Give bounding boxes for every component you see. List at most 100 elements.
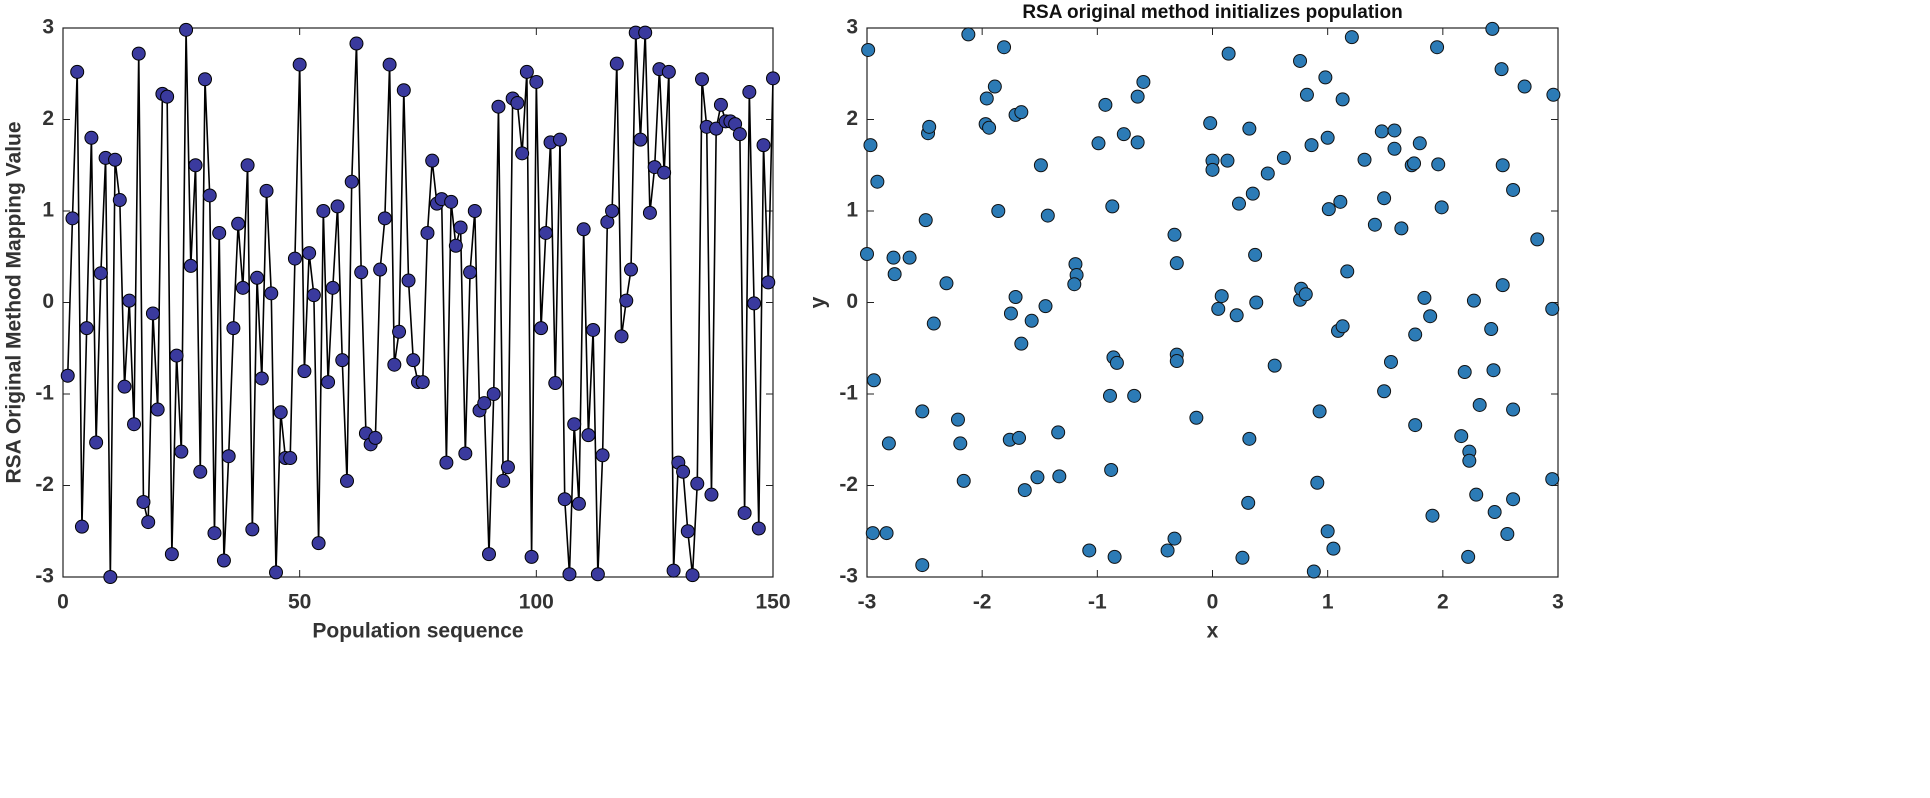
data-point — [1298, 287, 1313, 302]
data-point — [500, 460, 515, 475]
data-point — [439, 455, 454, 470]
data-point — [863, 138, 878, 153]
data-point — [979, 91, 994, 106]
x-tick-label: 100 — [519, 591, 554, 614]
plot-area — [62, 27, 774, 578]
data-point — [496, 473, 511, 488]
y-axis-label: RSA Original Method Mapping Value — [3, 121, 26, 483]
data-point — [65, 211, 80, 226]
data-point — [1167, 227, 1182, 242]
data-point — [1203, 116, 1218, 131]
data-point — [1407, 156, 1422, 171]
data-point — [373, 262, 388, 277]
x-tick-label: 2 — [1437, 591, 1449, 614]
data-point — [396, 83, 411, 98]
data-point — [453, 220, 468, 235]
data-point — [1167, 531, 1182, 546]
data-point — [553, 132, 567, 147]
data-point — [1014, 105, 1029, 120]
data-point — [160, 89, 175, 104]
data-point — [1033, 158, 1048, 173]
data-point — [425, 153, 440, 168]
data-point — [112, 193, 127, 208]
data-point — [231, 216, 246, 231]
y-tick-label: 1 — [42, 199, 54, 222]
data-point — [695, 72, 709, 87]
data-point — [685, 568, 700, 583]
data-point — [751, 521, 766, 536]
data-point — [103, 570, 118, 584]
data-point — [1017, 483, 1032, 498]
data-point — [1014, 336, 1029, 351]
data-point — [1067, 277, 1082, 292]
data-point — [605, 204, 620, 218]
data-point — [732, 127, 747, 142]
data-point — [349, 36, 364, 51]
x-tick-label: 0 — [57, 591, 69, 614]
data-point — [420, 225, 435, 240]
data-point — [548, 376, 563, 391]
data-point — [713, 97, 728, 112]
plot-area — [866, 27, 1559, 578]
data-point — [956, 473, 971, 488]
data-point — [609, 56, 624, 71]
data-point — [1430, 40, 1445, 55]
data-point — [581, 428, 596, 443]
data-point — [467, 204, 482, 218]
data-point — [1130, 135, 1145, 150]
data-point — [169, 348, 184, 363]
data-point — [264, 286, 279, 301]
data-point — [415, 375, 430, 390]
data-point — [1205, 162, 1220, 177]
data-point — [534, 321, 549, 336]
data-point — [1107, 549, 1122, 564]
data-point — [950, 412, 965, 427]
data-point — [1517, 79, 1532, 94]
data-point — [961, 27, 976, 42]
y-tick-label: 3 — [42, 16, 54, 39]
data-point — [74, 519, 89, 534]
data-point — [330, 199, 345, 214]
data-point — [406, 353, 421, 368]
data-point — [1229, 308, 1244, 323]
x-axis-label: x — [1207, 620, 1219, 643]
data-point — [1545, 301, 1560, 316]
data-point — [666, 563, 681, 578]
y-tick-label: 2 — [42, 107, 54, 130]
data-point — [245, 522, 260, 537]
data-point — [1276, 150, 1291, 165]
data-point — [939, 276, 954, 291]
data-point — [737, 505, 752, 520]
data-point — [1306, 564, 1321, 579]
data-point — [221, 449, 236, 464]
data-point — [1320, 524, 1335, 539]
data-point — [321, 375, 336, 390]
data-point — [638, 25, 653, 40]
data-point — [586, 322, 601, 337]
data-point — [865, 526, 880, 541]
data-point — [1367, 217, 1382, 232]
data-point — [595, 448, 610, 463]
data-point — [742, 85, 757, 100]
data-point — [1457, 365, 1472, 380]
data-point — [524, 549, 539, 564]
data-point — [1051, 425, 1066, 440]
data-point — [1423, 309, 1438, 324]
chart-title: RSA original method initializes populati… — [1022, 2, 1402, 23]
data-point — [316, 204, 331, 218]
x-tick-label: 150 — [755, 591, 790, 614]
data-point — [448, 238, 463, 253]
data-point — [756, 138, 771, 153]
data-point — [1487, 505, 1502, 520]
data-point — [444, 194, 459, 209]
data-point — [79, 321, 94, 336]
data-point — [1485, 21, 1500, 36]
data-point — [216, 553, 231, 568]
data-point — [1333, 194, 1348, 209]
data-point — [1321, 202, 1336, 217]
y-axis-label: y — [807, 296, 830, 308]
data-point — [1408, 418, 1423, 433]
data-point — [325, 280, 340, 295]
data-point — [164, 547, 179, 562]
